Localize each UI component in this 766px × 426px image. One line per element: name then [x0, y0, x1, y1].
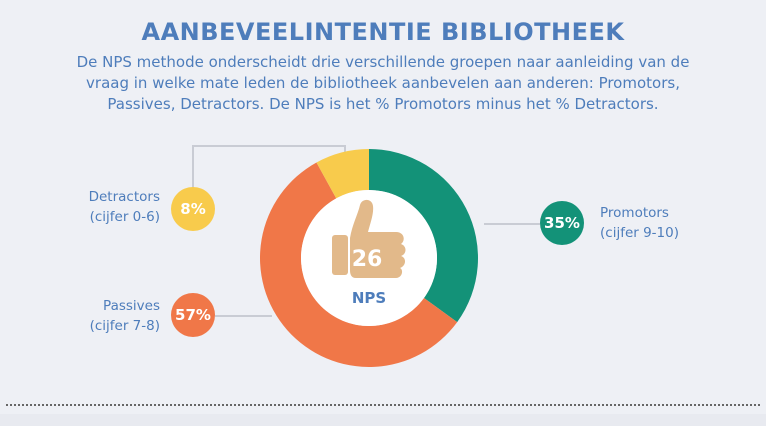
legend-name: Passives: [103, 298, 160, 314]
page-title: AANBEVEELINTENTIE BIBLIOTHEEK: [141, 18, 625, 46]
legend-name: Promotors: [600, 205, 669, 221]
subtitle-line: vraag in welke mate leden de bibliotheek…: [86, 74, 680, 92]
donut-segment-detractors: [316, 149, 369, 199]
badge-promotors: 35%: [540, 201, 584, 245]
legend-passives: Passives (cijfer 7-8): [60, 296, 160, 336]
legend-sublabel: (cijfer 7-8): [89, 318, 160, 334]
nps-label: NPS: [352, 289, 386, 307]
dotted-divider: [6, 404, 760, 406]
subtitle-line: Passives, Detractors. De NPS is het % Pr…: [107, 95, 659, 113]
nps-value: 26: [352, 247, 383, 272]
bottom-strip: [0, 414, 766, 426]
legend-promotors: Promotors (cijfer 9-10): [600, 203, 720, 243]
legend-name: Detractors: [88, 189, 160, 205]
thumbs-up-icon: 26: [332, 199, 406, 278]
donut-segment-passives: [259, 162, 458, 368]
badge-passives: 57%: [171, 293, 215, 337]
badge-detractors: 8%: [171, 187, 215, 231]
subtitle-line: De NPS methode onderscheidt drie verschi…: [76, 53, 690, 71]
connector-line: [192, 145, 346, 190]
subtitle: De NPS methode onderscheidt drie verschi…: [40, 52, 726, 115]
legend-sublabel: (cijfer 0-6): [89, 209, 160, 225]
connector-lines: [192, 145, 540, 317]
legend-sublabel: (cijfer 9-10): [600, 225, 679, 241]
donut-segment-promotors: [369, 149, 478, 323]
legend-detractors: Detractors (cijfer 0-6): [60, 187, 160, 227]
